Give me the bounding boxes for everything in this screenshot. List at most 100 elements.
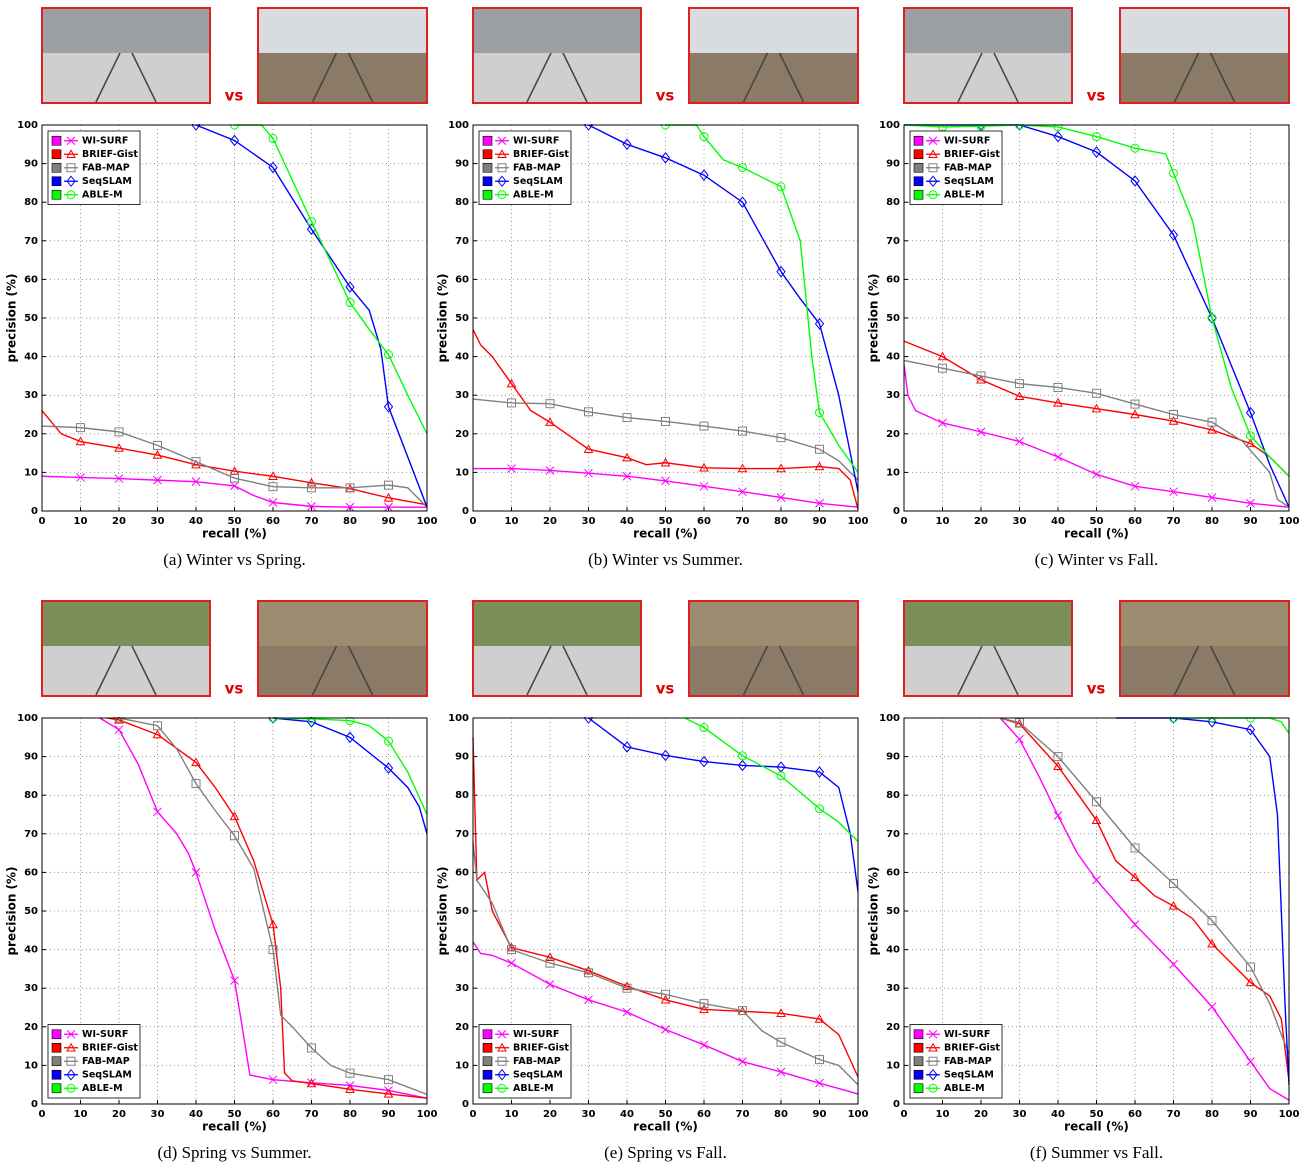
marker (506, 942, 517, 952)
y-tick-label: 70 (886, 236, 900, 247)
legend-marker (928, 1056, 938, 1066)
series-line (665, 124, 859, 473)
legend-swatch (913, 135, 924, 146)
marker (776, 463, 786, 473)
marker (1091, 403, 1102, 413)
x-tick-label: 30 (1013, 1109, 1027, 1120)
legend-label: SeqSLAM (82, 1069, 132, 1080)
y-tick-label: 20 (455, 429, 469, 440)
x-tick-label: 50 (1090, 516, 1104, 527)
marker (699, 755, 709, 768)
marker (268, 482, 278, 492)
legend-marker (66, 149, 76, 158)
legend-swatch (51, 1083, 62, 1094)
series-line (234, 124, 428, 435)
x-tick-label: 70 (305, 516, 319, 527)
photo-ground (43, 53, 209, 102)
photo-ground (259, 53, 426, 102)
marker (114, 474, 124, 483)
marker (191, 457, 201, 467)
y-tick-label: 60 (24, 274, 38, 285)
photo-ground (474, 646, 640, 695)
marker (1169, 168, 1178, 178)
marker (1169, 410, 1178, 419)
vs-label: vs (1087, 680, 1106, 698)
marker (345, 483, 355, 493)
x-tick-label: 20 (543, 1109, 557, 1120)
series-layer (41, 124, 428, 512)
x-tick-label: 90 (813, 516, 827, 527)
marker (661, 1025, 670, 1034)
marker (738, 426, 747, 436)
legend-swatch (482, 1069, 493, 1080)
marker (737, 196, 748, 209)
marker (1207, 1002, 1217, 1012)
x-tick-label: 10 (74, 1109, 88, 1120)
y-tick-label: 40 (886, 352, 900, 363)
x-tick-label: 60 (697, 1109, 711, 1120)
x-tick-label: 90 (1244, 516, 1258, 527)
marker (545, 979, 555, 989)
x-tick-label: 50 (1090, 1109, 1104, 1120)
marker (191, 459, 201, 469)
y-tick-label: 10 (455, 1060, 469, 1071)
marker (153, 440, 162, 450)
series-line (118, 717, 428, 1096)
x-tick-label: 80 (774, 1109, 788, 1120)
marker (191, 868, 201, 877)
legend-label: BRIEF-Gist (944, 149, 1000, 160)
legend-swatch (482, 149, 493, 160)
marker (1053, 382, 1063, 392)
marker (738, 1006, 747, 1016)
legend-marker (497, 175, 507, 188)
marker (583, 717, 594, 724)
legend-swatch (51, 162, 62, 173)
marker (1091, 146, 1102, 158)
plot-frame (903, 124, 1290, 512)
x-tick-label: 80 (774, 516, 788, 527)
marker (1130, 175, 1140, 187)
marker (1053, 130, 1063, 143)
marker (814, 766, 825, 778)
y-tick-label: 80 (24, 197, 38, 208)
y-tick-label: 10 (24, 1060, 38, 1071)
legend-label: ABLE-M (82, 1083, 123, 1094)
legend-marker (497, 1042, 507, 1052)
series-layer (99, 717, 428, 1099)
x-tick-label: 80 (343, 1109, 357, 1120)
marker (383, 1088, 394, 1098)
x-tick-label: 80 (1205, 1109, 1219, 1120)
x-tick-label: 100 (848, 516, 869, 527)
y-tick-label: 30 (24, 390, 38, 401)
series-line (472, 841, 859, 1086)
marker (699, 1040, 709, 1050)
marker (545, 952, 555, 962)
marker (1130, 843, 1140, 853)
marker (622, 741, 632, 753)
y-tick-label: 70 (455, 829, 469, 840)
vs-label: vs (225, 87, 244, 105)
x-tick-label: 20 (974, 1109, 988, 1120)
y-tick-label: 10 (886, 467, 900, 478)
legend-marker (66, 175, 76, 188)
legend-label: SeqSLAM (513, 1069, 563, 1080)
marker (814, 461, 825, 471)
y-tick-label: 10 (24, 467, 38, 478)
marker (1169, 879, 1178, 889)
marker (345, 1084, 355, 1094)
marker (307, 502, 316, 511)
marker (114, 725, 124, 734)
marker (976, 124, 986, 131)
marker (1168, 229, 1179, 241)
marker (1207, 717, 1217, 728)
marker (114, 427, 124, 437)
y-tick-label: 60 (455, 867, 469, 878)
legend-label: WI-SURF (513, 1029, 559, 1040)
photo-track (1173, 645, 1236, 696)
y-tick-label: 30 (455, 390, 469, 401)
marker (545, 466, 555, 475)
legend-marker (497, 1083, 507, 1093)
legend-swatch (482, 1029, 493, 1040)
series-line (107, 717, 428, 1099)
y-tick-label: 100 (17, 713, 38, 724)
